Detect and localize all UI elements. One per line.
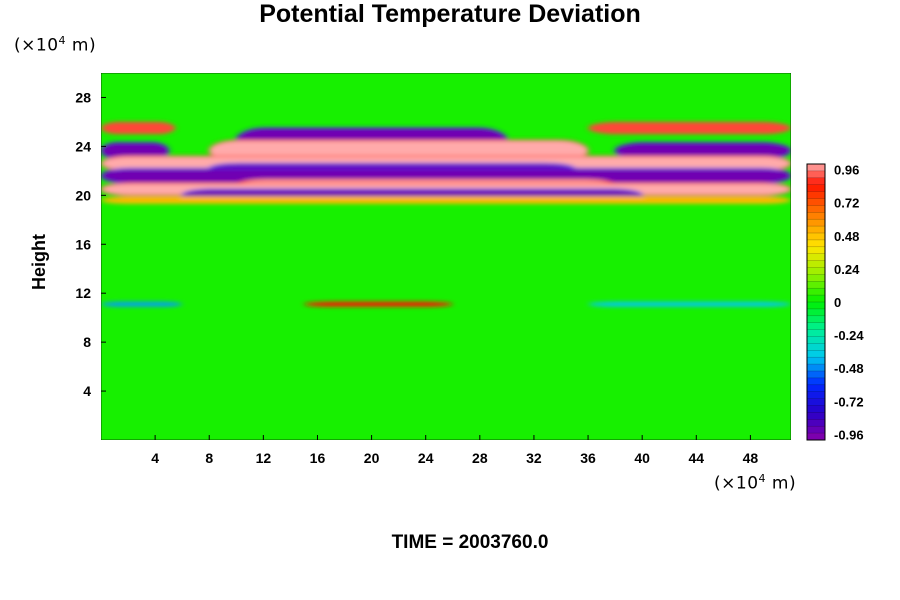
colorbar-segment-7 bbox=[807, 212, 825, 220]
colorbar-segment-4 bbox=[807, 191, 825, 199]
y-tick-label-5: 24 bbox=[75, 138, 91, 154]
colorbar-segment-11 bbox=[807, 239, 825, 248]
colorbar-segment-37 bbox=[807, 419, 825, 427]
x-tick-label-2: 12 bbox=[256, 450, 272, 466]
field-band-2 bbox=[588, 121, 791, 135]
colorbar-segment-5 bbox=[807, 198, 825, 206]
colorbar-segment-35 bbox=[807, 405, 825, 413]
colorbar-label-6: -0.48 bbox=[834, 361, 864, 376]
colorbar-segment-0 bbox=[807, 164, 825, 172]
x-tick-label-10: 44 bbox=[689, 450, 705, 466]
colorbar-segment-1 bbox=[807, 170, 825, 179]
colorbar-label-2: 0.48 bbox=[834, 229, 859, 244]
colorbar-segment-23 bbox=[807, 322, 825, 330]
x-tick-label-4: 20 bbox=[364, 450, 380, 466]
x-tick-label-7: 32 bbox=[526, 450, 542, 466]
field-band-15 bbox=[588, 301, 791, 307]
y-tick-label-1: 8 bbox=[83, 334, 91, 350]
plot-area bbox=[101, 73, 791, 440]
field-band-0 bbox=[101, 121, 176, 135]
colorbar-segment-21 bbox=[807, 308, 825, 317]
colorbar-segment-30 bbox=[807, 371, 825, 379]
colorbar-segment-12 bbox=[807, 246, 825, 254]
colorbar-frame bbox=[806, 163, 826, 441]
colorbar-segment-32 bbox=[807, 384, 825, 392]
y-unit-prefix: (×10 bbox=[14, 35, 59, 56]
x-tick-label-8: 36 bbox=[580, 450, 596, 466]
colorbar-segment-8 bbox=[807, 219, 825, 227]
colorbar-segment-28 bbox=[807, 357, 825, 365]
x-unit-prefix: (×10 bbox=[714, 473, 759, 494]
x-axis-unit: (×104 m) bbox=[714, 472, 796, 494]
colorbar-segment-39 bbox=[807, 433, 825, 441]
y-unit-suffix: m) bbox=[66, 35, 97, 56]
colorbar-segment-33 bbox=[807, 391, 825, 399]
colorbar-segment-38 bbox=[807, 426, 825, 434]
y-tick-label-3: 16 bbox=[75, 236, 91, 252]
y-unit-exponent: 4 bbox=[58, 34, 67, 47]
x-unit-suffix: m) bbox=[766, 473, 797, 494]
x-tick-label-1: 8 bbox=[205, 450, 213, 466]
colorbar-segment-10 bbox=[807, 233, 825, 241]
colorbar-segment-31 bbox=[807, 377, 825, 386]
colorbar-segment-15 bbox=[807, 267, 825, 275]
x-unit-exponent: 4 bbox=[758, 472, 767, 485]
y-tick-label-6: 28 bbox=[75, 89, 91, 105]
y-tick-label-0: 4 bbox=[83, 383, 91, 399]
colorbar-segment-25 bbox=[807, 336, 825, 344]
colorbar-segment-17 bbox=[807, 281, 825, 289]
colorbar-segment-20 bbox=[807, 302, 825, 310]
chart-title: Potential Temperature Deviation bbox=[259, 0, 641, 28]
colorbar-label-7: -0.72 bbox=[834, 394, 864, 409]
colorbar-segment-13 bbox=[807, 253, 825, 261]
y-axis-unit: (×104 m) bbox=[14, 34, 96, 56]
field-bands bbox=[101, 121, 791, 307]
time-label: TIME = 2003760.0 bbox=[391, 532, 549, 553]
colorbar-segment-36 bbox=[807, 412, 825, 420]
colorbar-label-8: -0.96 bbox=[834, 427, 864, 442]
colorbar-segment-16 bbox=[807, 274, 825, 282]
colorbar-segment-22 bbox=[807, 315, 825, 323]
colorbar-segment-2 bbox=[807, 177, 825, 185]
x-tick-label-6: 28 bbox=[472, 450, 488, 466]
field-band-12 bbox=[101, 196, 791, 204]
colorbar-label-0: 0.96 bbox=[834, 163, 859, 178]
colorbar-segment-19 bbox=[807, 295, 825, 303]
colorbar-label-5: -0.24 bbox=[834, 328, 864, 343]
x-tick-label-5: 24 bbox=[418, 450, 434, 466]
colorbar-segment-3 bbox=[807, 184, 825, 192]
colorbar-segment-34 bbox=[807, 398, 825, 406]
x-tick-label-3: 16 bbox=[310, 450, 326, 466]
x-tick-label-11: 48 bbox=[743, 450, 759, 466]
y-tick-label-2: 12 bbox=[75, 285, 91, 301]
y-tick-label-4: 20 bbox=[75, 187, 91, 203]
colorbar-segment-29 bbox=[807, 364, 825, 372]
field-band-14 bbox=[101, 301, 183, 307]
colorbar-segment-9 bbox=[807, 226, 825, 234]
colorbar: 0.96 0.72 0.48 0.24 0 -0.24 -0.48 -0.72 -0.96 bbox=[806, 163, 864, 442]
colorbar-label-3: 0.24 bbox=[834, 262, 860, 277]
colorbar-segment-27 bbox=[807, 350, 825, 358]
colorbar-segment-18 bbox=[807, 288, 825, 296]
colorbar-label-1: 0.72 bbox=[834, 196, 859, 211]
colorbar-segment-14 bbox=[807, 260, 825, 268]
colorbar-label-4: 0 bbox=[834, 295, 841, 310]
colorbar-segment-24 bbox=[807, 329, 825, 337]
colorbar-segment-6 bbox=[807, 205, 825, 213]
x-tick-label-9: 40 bbox=[634, 450, 650, 466]
x-tick-label-0: 4 bbox=[151, 450, 159, 466]
colorbar-segment-26 bbox=[807, 343, 825, 351]
field-band-13 bbox=[303, 301, 453, 307]
